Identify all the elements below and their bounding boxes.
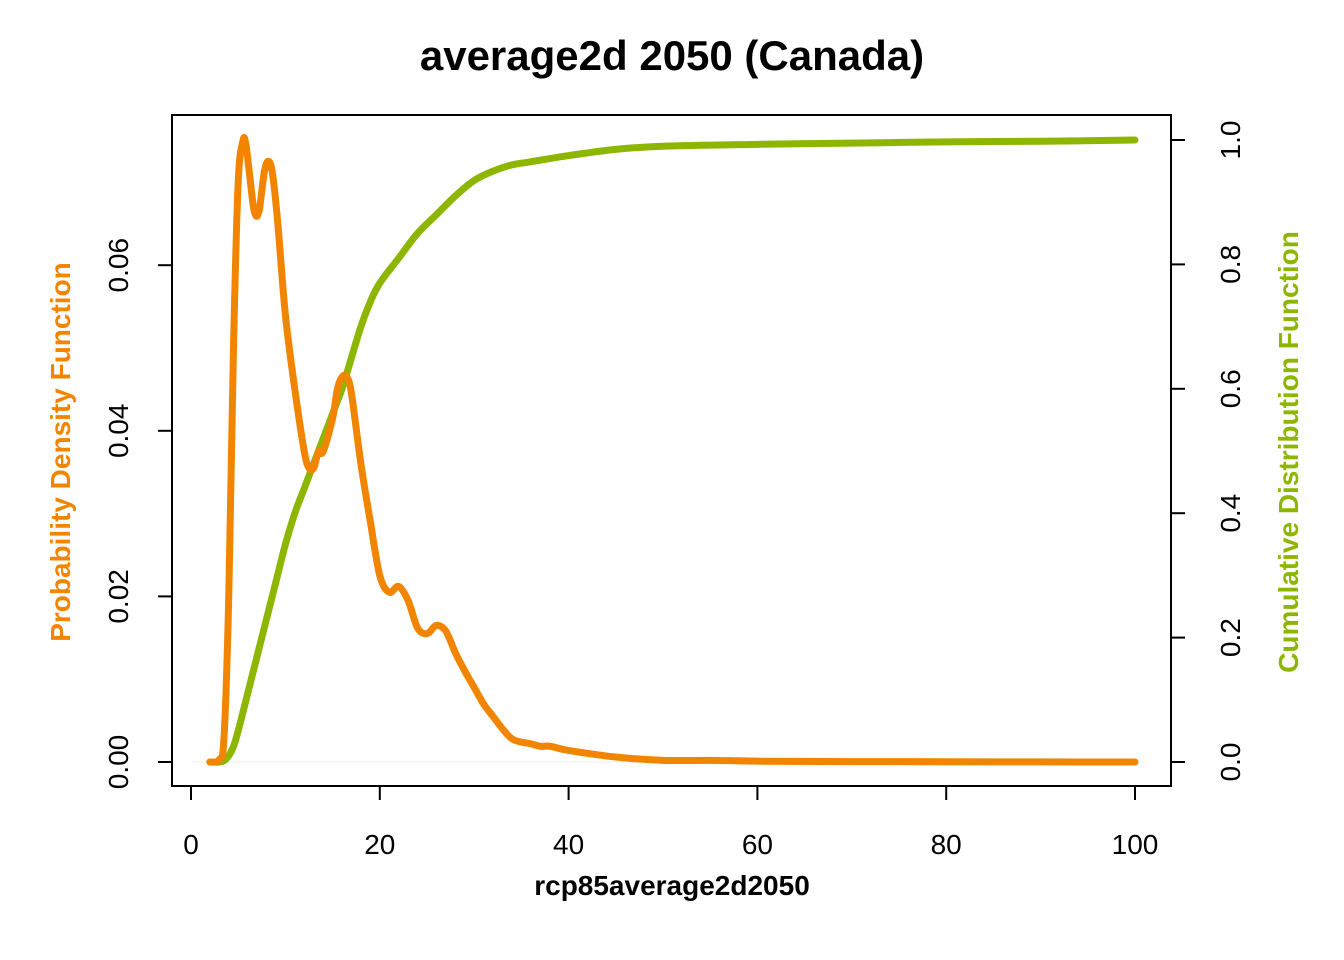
y-right-tick-label: 0.4 bbox=[1215, 494, 1246, 533]
x-tick-label: 0 bbox=[183, 829, 199, 860]
y-right-tick-label: 0.6 bbox=[1215, 369, 1246, 408]
y-right-tick-label: 0.0 bbox=[1215, 743, 1246, 782]
series-layer bbox=[191, 133, 1139, 766]
y-left-tick-label: 0.04 bbox=[103, 404, 134, 459]
y-right-tick-label: 0.8 bbox=[1215, 245, 1246, 284]
x-tick-label: 40 bbox=[553, 829, 584, 860]
y-left-tick-label: 0.00 bbox=[103, 735, 134, 790]
x-tick-label: 20 bbox=[364, 829, 395, 860]
y-axis-left: 0.00 0.02 0.04 0.06 bbox=[103, 238, 173, 790]
x-axis: 0 20 40 60 80 100 bbox=[183, 785, 1159, 860]
y-right-tick-label: 0.2 bbox=[1215, 618, 1246, 657]
x-tick-label: 60 bbox=[742, 829, 773, 860]
cdf-series-line bbox=[206, 136, 1139, 766]
x-axis-title: rcp85average2d2050 bbox=[534, 870, 810, 901]
y-axis-left-title: Probability Density Function bbox=[45, 262, 76, 642]
y-right-tick-label: 1.0 bbox=[1215, 121, 1246, 160]
y-left-tick-label: 0.06 bbox=[103, 238, 134, 293]
y-axis-right: 0.0 0.2 0.4 0.6 0.8 1.0 bbox=[1170, 121, 1246, 782]
y-axis-right-title: Cumulative Distribution Function bbox=[1273, 231, 1304, 673]
x-tick-label: 100 bbox=[1112, 829, 1159, 860]
y-left-tick-label: 0.02 bbox=[103, 569, 134, 624]
chart-title: average2d 2050 (Canada) bbox=[420, 32, 924, 79]
x-tick-label: 80 bbox=[931, 829, 962, 860]
pdf-series-line bbox=[206, 133, 1139, 766]
